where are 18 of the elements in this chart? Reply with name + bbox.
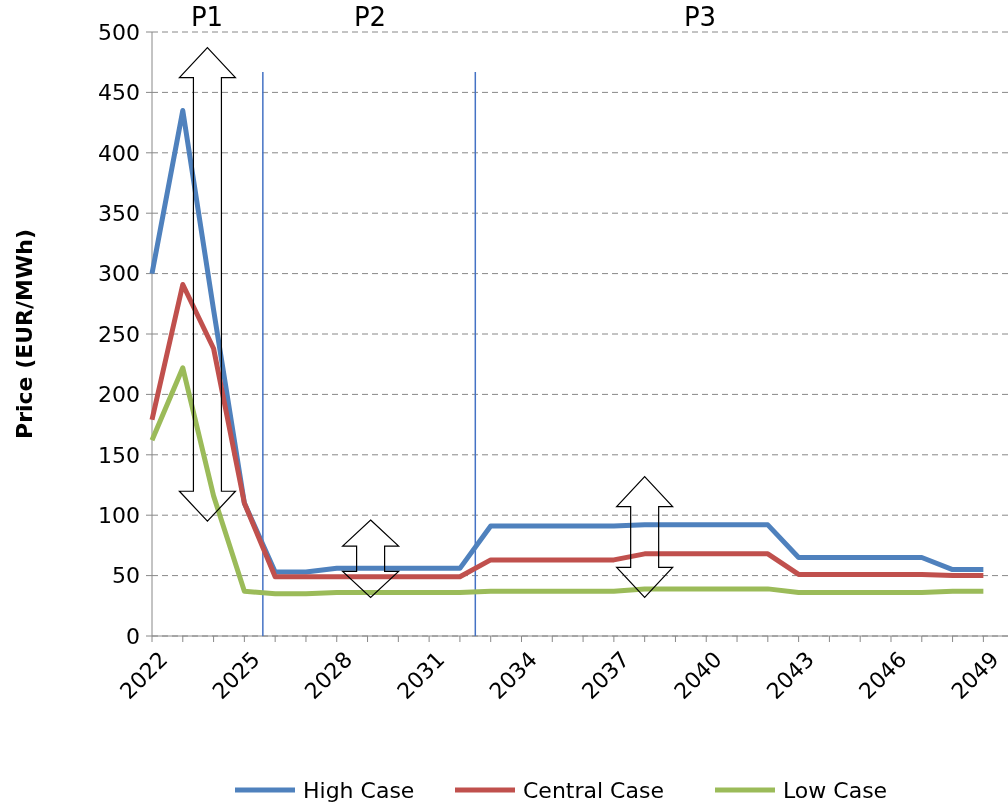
y-tick-label: 200 [98, 382, 140, 408]
y-tick-label: 450 [98, 80, 140, 106]
y-tick-label: 50 [112, 563, 140, 589]
annotation: P3 [683, 2, 717, 32]
legend-label: Central Case [523, 777, 664, 803]
y-tick-label: 250 [98, 321, 140, 347]
y-tick-label: 300 [98, 261, 140, 287]
y-tick-label: 0 [126, 623, 140, 649]
annotation: P2 [353, 2, 387, 32]
legend-label: Low Case [783, 777, 888, 803]
y-tick-label: 350 [98, 200, 140, 226]
y-tick-label: 150 [98, 442, 140, 468]
y-axis-title: Price (EUR/MWh) [12, 229, 37, 439]
y-tick-label: 100 [98, 502, 140, 528]
y-tick-label: 400 [98, 140, 140, 166]
annotation: P1 [190, 2, 224, 32]
legend-label: High Case [303, 777, 415, 803]
y-tick-label: 500 [98, 19, 140, 45]
